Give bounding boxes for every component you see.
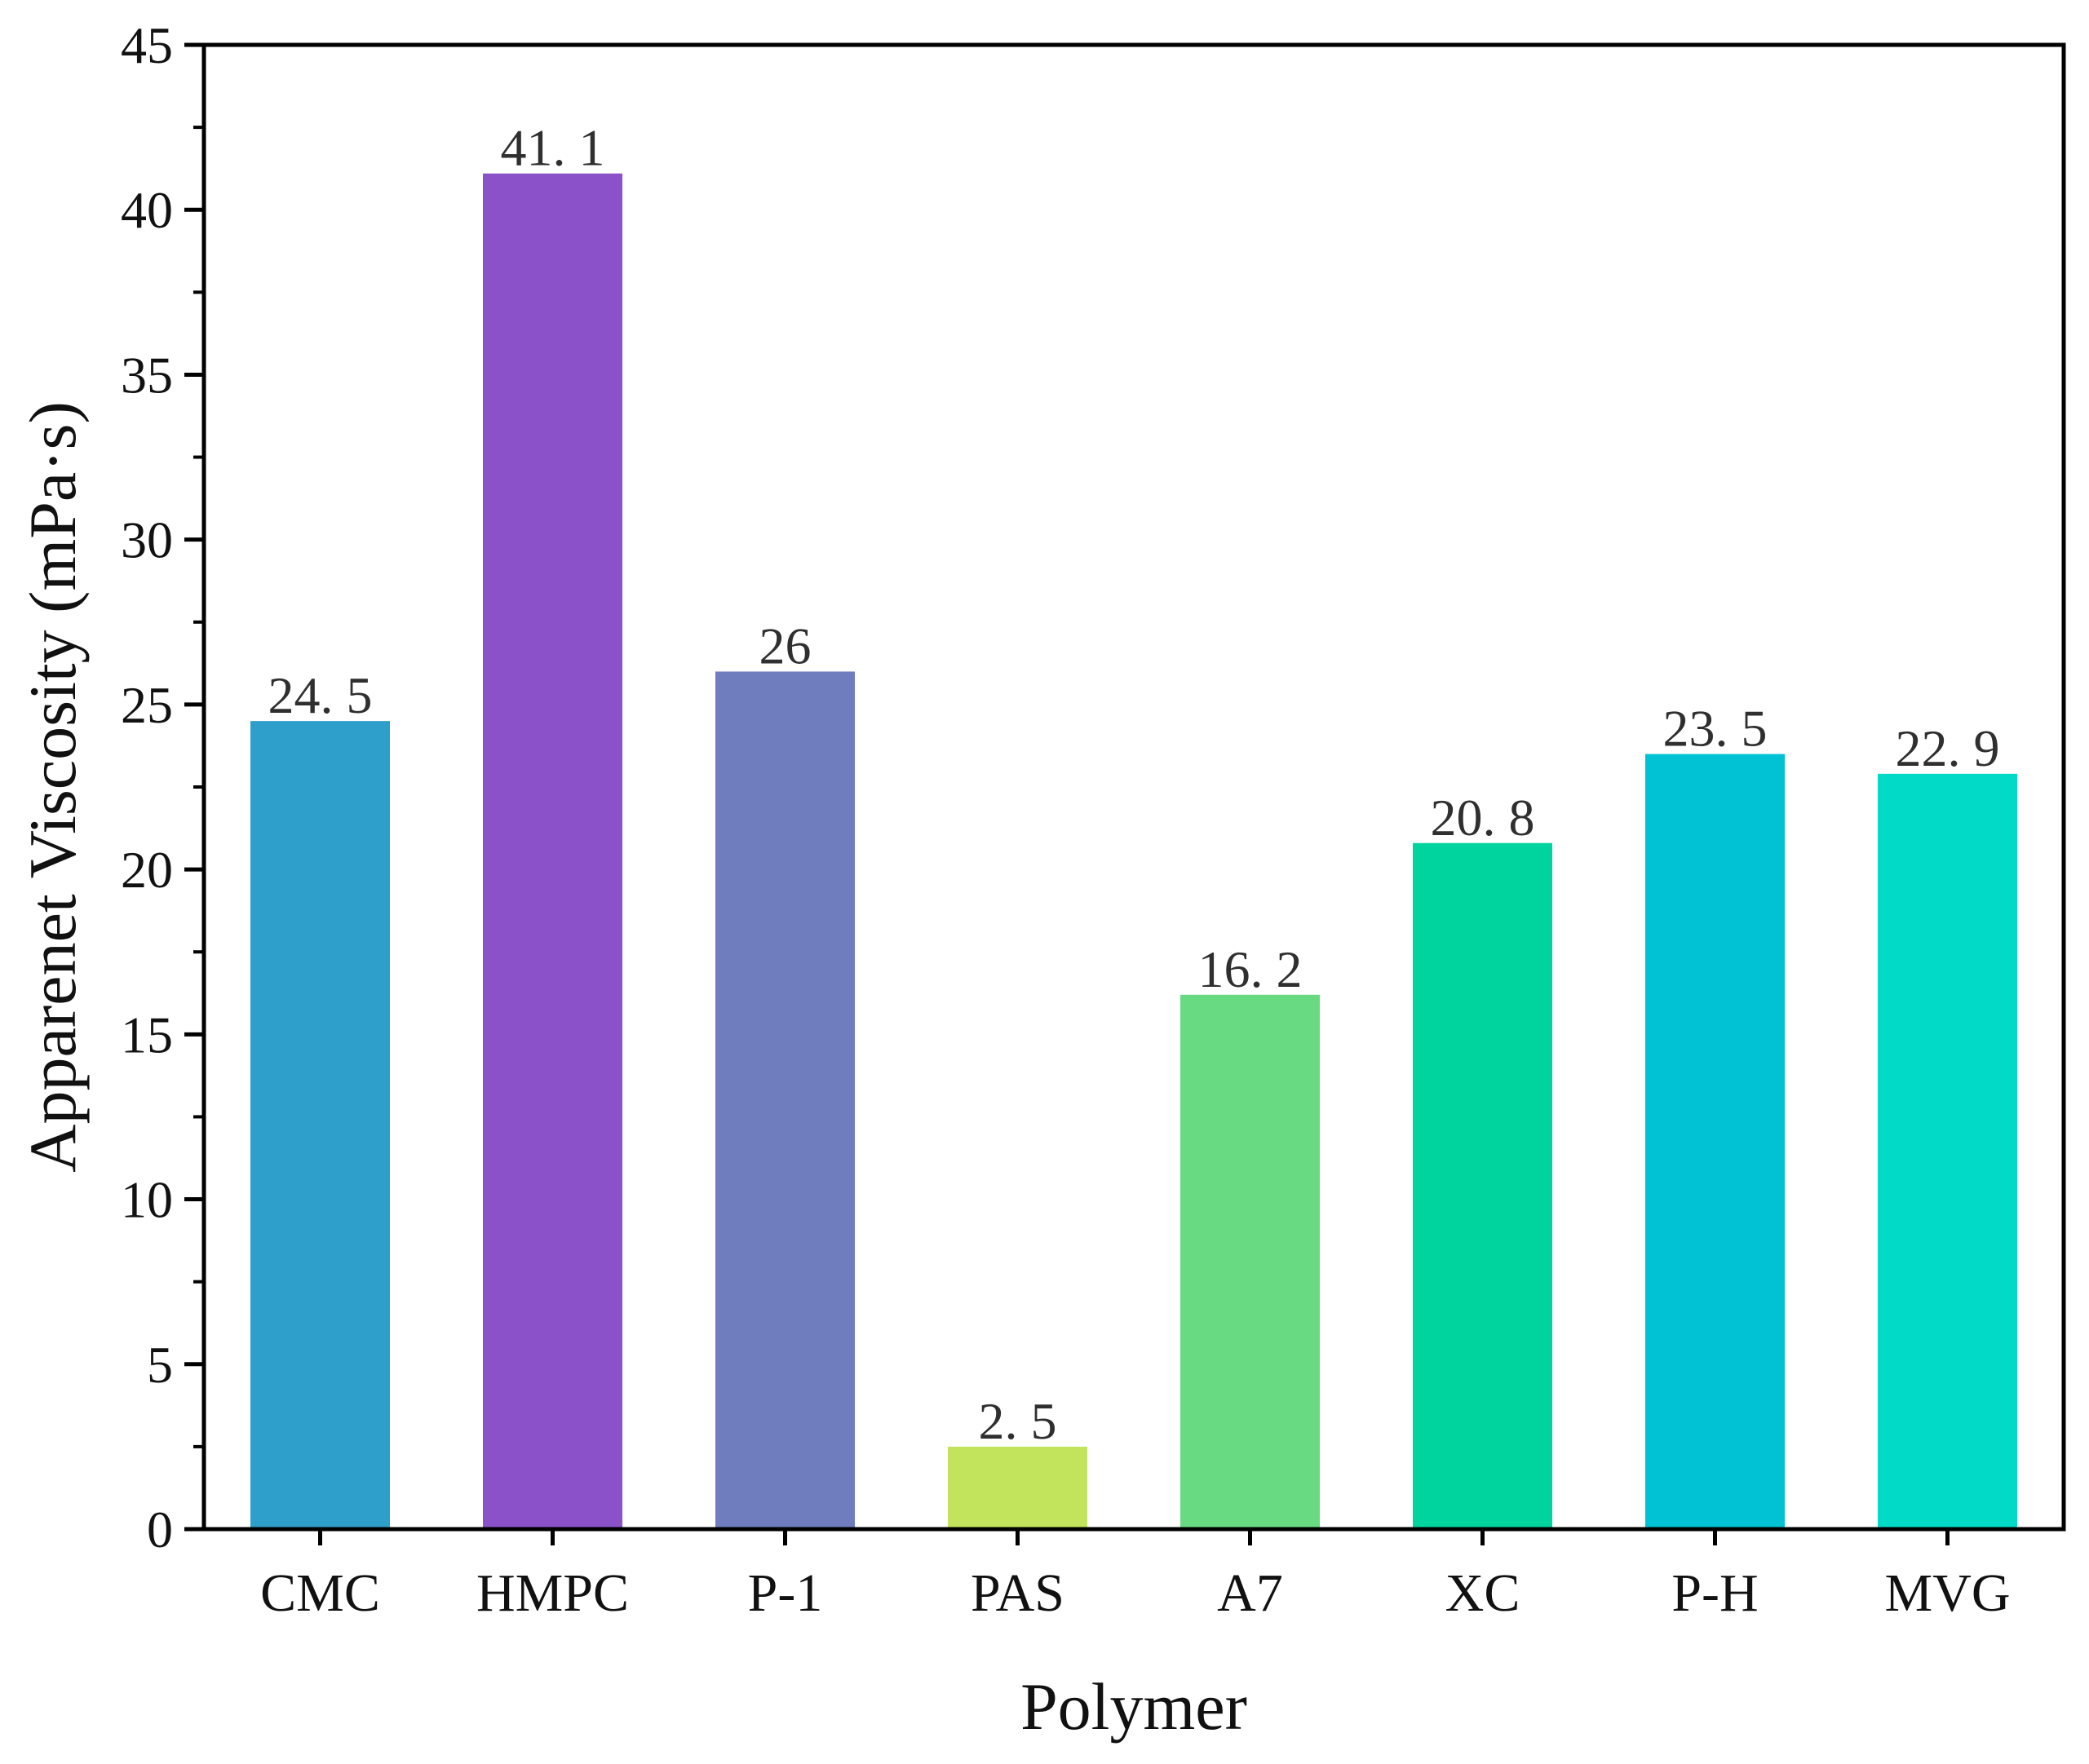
bar-series: [250, 173, 2017, 1529]
bar-hmpc: [483, 173, 622, 1529]
bar-p-h: [1645, 754, 1785, 1529]
plot-frame: [201, 42, 2066, 1532]
x-tick-label: PAS: [971, 1563, 1064, 1623]
data-label-mvg: 22. 9: [1896, 719, 2000, 777]
data-label-p-h: 23. 5: [1663, 700, 1768, 758]
data-label-xc: 20. 8: [1431, 789, 1535, 847]
y-tick-label: 10: [121, 1171, 173, 1229]
x-tick-label: HMPC: [476, 1563, 629, 1623]
data-label-hmpc: 41. 1: [501, 119, 605, 177]
x-axis-title: Polymer: [1020, 1669, 1247, 1744]
y-tick-label: 5: [147, 1336, 173, 1394]
x-axis-ticks: CMC HMPC P-1 PAS A7 XC P-H MVG: [260, 1529, 2011, 1623]
y-tick-label: 40: [121, 181, 173, 239]
data-labels: 24. 5 41. 1 26 2. 5 16. 2 20. 8 23. 5 22. 9: [268, 119, 2000, 1450]
bar-xc: [1413, 842, 1552, 1529]
x-tick-label: A7: [1217, 1563, 1283, 1623]
bar-cmc: [250, 721, 390, 1529]
y-tick-label: 30: [121, 511, 173, 569]
y-tick-label: 0: [147, 1501, 173, 1558]
x-tick-label: P-1: [748, 1563, 823, 1623]
data-label-a7: 16. 2: [1198, 940, 1303, 998]
bar-mvg: [1878, 773, 2017, 1529]
y-tick-label: 20: [121, 841, 173, 899]
bar-p-1: [715, 671, 855, 1529]
data-label-pas: 2. 5: [979, 1392, 1057, 1450]
bar-pas: [948, 1446, 1087, 1529]
y-tick-label: 45: [121, 16, 173, 74]
bar-a7: [1180, 994, 1320, 1529]
data-label-cmc: 24. 5: [268, 666, 373, 724]
y-tick-label: 25: [121, 676, 173, 734]
data-label-p-1: 26: [759, 617, 812, 674]
x-tick-label: MVG: [1884, 1563, 2010, 1623]
y-axis-title: Apparenet Viscosity (mPa·s): [15, 401, 90, 1172]
x-tick-label: XC: [1445, 1563, 1520, 1623]
y-axis-ticks: 0 5 10 15 20 25 30 35 40 45: [121, 16, 204, 1558]
x-tick-label: P-H: [1671, 1563, 1758, 1623]
y-tick-label: 15: [121, 1006, 173, 1063]
y-tick-label: 35: [121, 346, 173, 404]
x-tick-label: CMC: [260, 1563, 380, 1623]
